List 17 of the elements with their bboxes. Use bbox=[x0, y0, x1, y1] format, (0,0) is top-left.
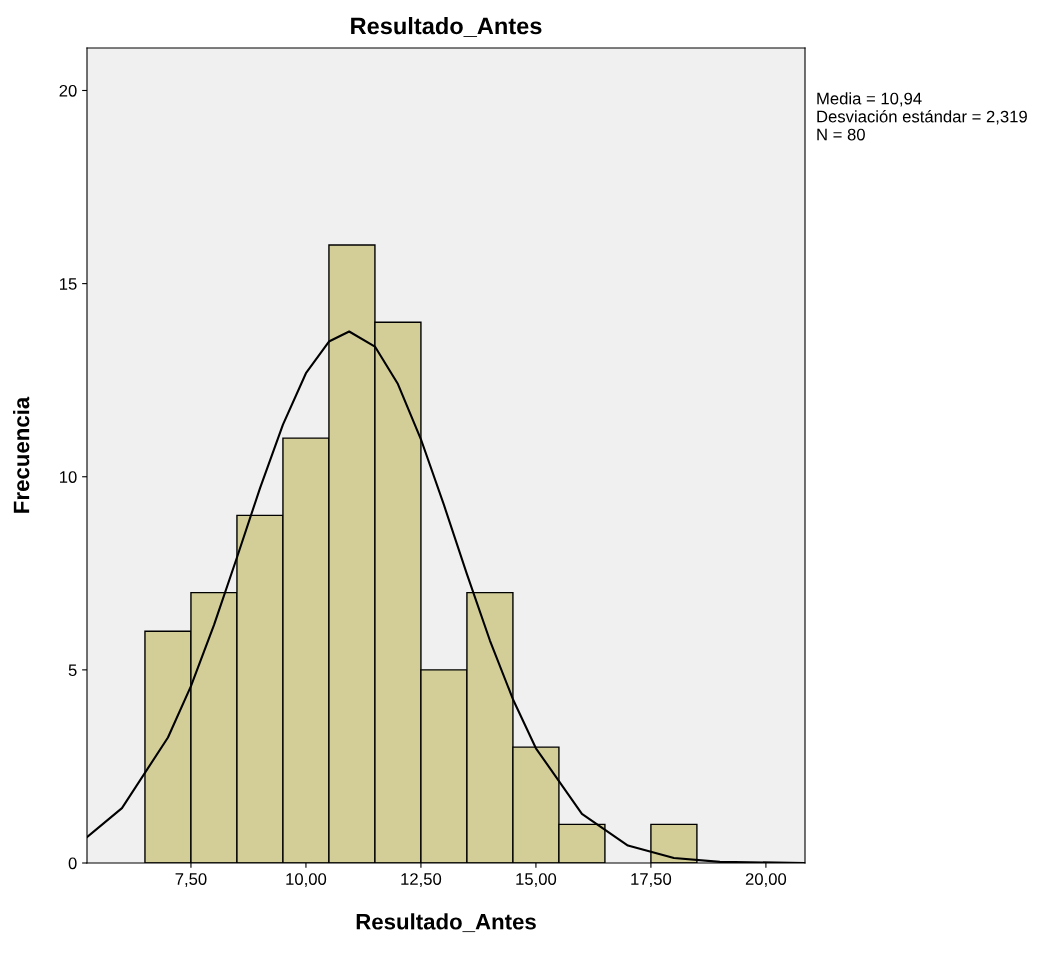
y-axis-title: Frecuencia bbox=[13, 396, 30, 513]
chart-title: Resultado_Antes bbox=[351, 17, 542, 37]
text: Media = 10,94 bbox=[817, 92, 922, 107]
x-tick-label: 17,50 bbox=[631, 873, 672, 887]
x-tick-label: 7,50 bbox=[175, 873, 207, 887]
x-tick-label: 12,50 bbox=[401, 873, 442, 887]
x-tick-label: 15,00 bbox=[516, 873, 557, 887]
x-tick-label: 20,00 bbox=[745, 873, 787, 887]
y-tick-label: 5 bbox=[68, 664, 77, 677]
y-tick-label: 20 bbox=[59, 84, 77, 97]
text: Desviación estándar = 2,319 bbox=[817, 110, 1027, 125]
x-tick-label: 10,00 bbox=[286, 873, 327, 887]
y-tick-label: 15 bbox=[60, 278, 77, 290]
text: N = 80 bbox=[817, 128, 865, 141]
x-axis-title: Resultado_Antes bbox=[356, 913, 536, 933]
y-tick-label: 10 bbox=[60, 471, 77, 483]
y-tick-label: 0 bbox=[68, 857, 77, 870]
